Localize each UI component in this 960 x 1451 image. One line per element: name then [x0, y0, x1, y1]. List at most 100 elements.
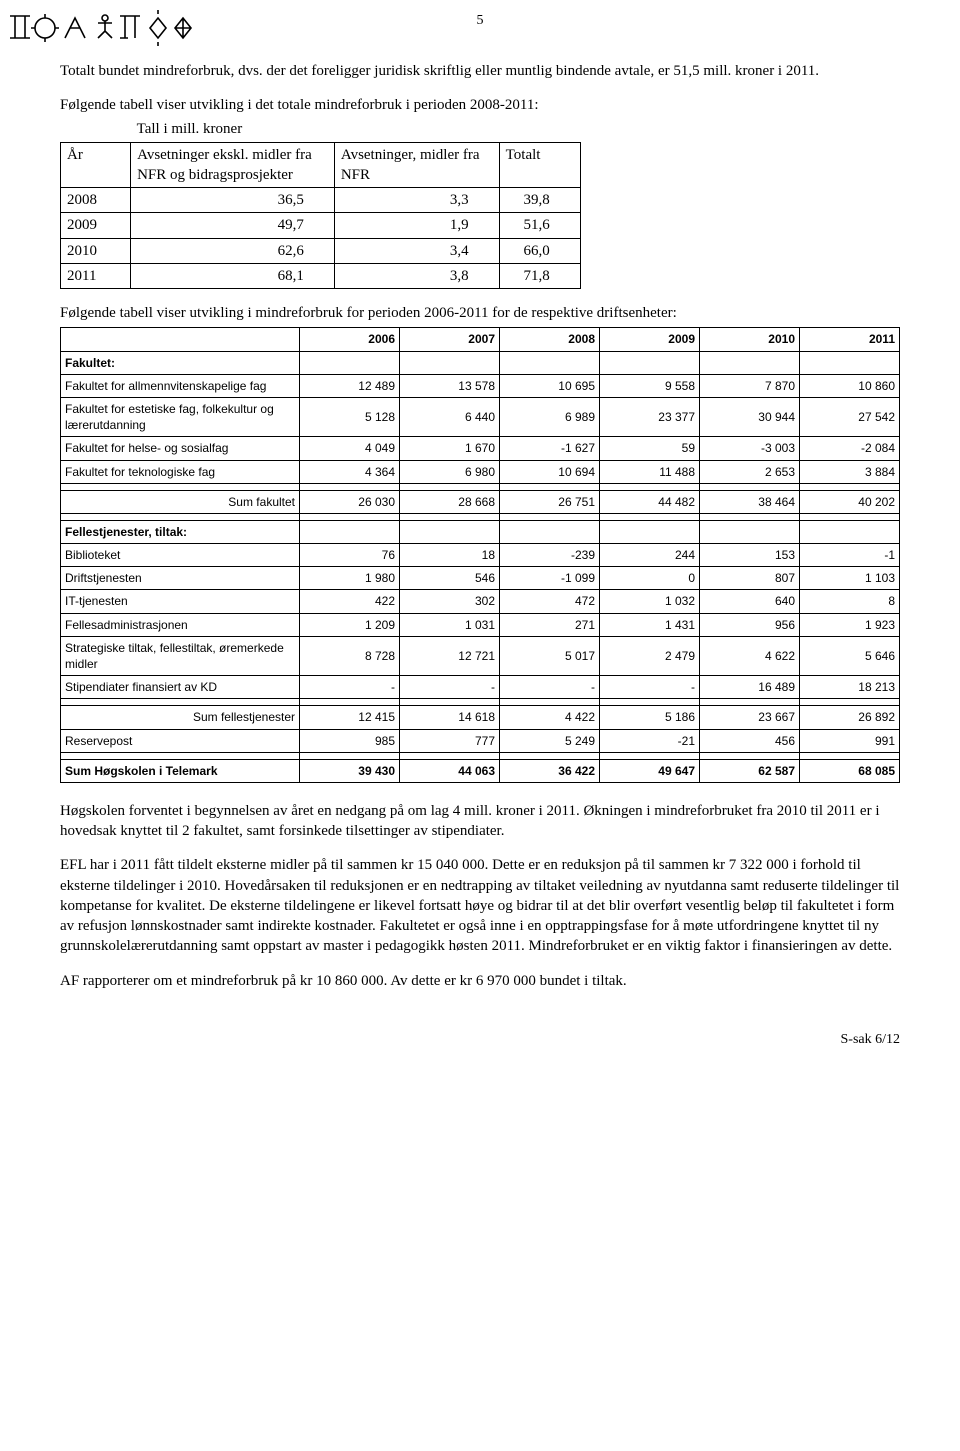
cell: 956 — [700, 613, 800, 636]
row-label: Biblioteket — [61, 544, 300, 567]
cell: 244 — [600, 544, 700, 567]
cell: -1 627 — [500, 437, 600, 460]
cell: 10 860 — [800, 374, 900, 397]
cell: 5 249 — [500, 729, 600, 752]
th-year: År — [61, 142, 131, 188]
section-felles: Fellestjenester, tiltak: — [61, 520, 300, 543]
cell: 271 — [500, 613, 600, 636]
cell: 5 017 — [500, 636, 600, 675]
table-row: 201062,63,466,0 — [61, 238, 581, 263]
cell: 59 — [600, 437, 700, 460]
row-label: Driftstjenesten — [61, 567, 300, 590]
table-row: Fakultet for teknologiske fag4 3646 9801… — [61, 460, 900, 483]
row-label: Sum fellestjenester — [61, 706, 300, 729]
table-row: 200949,71,951,6 — [61, 213, 581, 238]
row-label: IT-tjenesten — [61, 590, 300, 613]
cell: 1 923 — [800, 613, 900, 636]
row-label: Reservepost — [61, 729, 300, 752]
cell: 6 980 — [400, 460, 500, 483]
cell: 153 — [700, 544, 800, 567]
cell: 640 — [700, 590, 800, 613]
cell: 2 653 — [700, 460, 800, 483]
cell: 44 482 — [600, 490, 700, 513]
table-row: Stipendiater finansiert av KD----16 4891… — [61, 676, 900, 699]
cell: -2 084 — [800, 437, 900, 460]
cell: 26 892 — [800, 706, 900, 729]
cell: 26 751 — [500, 490, 600, 513]
row-label: Stipendiater finansiert av KD — [61, 676, 300, 699]
row-label: Strategiske tiltak, fellestiltak, øremer… — [61, 636, 300, 675]
cell: 10 695 — [500, 374, 600, 397]
cell: 18 213 — [800, 676, 900, 699]
table1-unit: Tall i mill. kroner — [131, 117, 581, 142]
row-label: Fakultet for allmennvitenskapelige fag — [61, 374, 300, 397]
cell: 1 431 — [600, 613, 700, 636]
cell: - — [600, 676, 700, 699]
cell: 4 049 — [300, 437, 400, 460]
table-row: Fakultet for allmennvitenskapelige fag12… — [61, 374, 900, 397]
row-label: Fakultet for estetiske fag, folkekultur … — [61, 397, 300, 436]
cell: 14 618 — [400, 706, 500, 729]
row-label: Sum fakultet — [61, 490, 300, 513]
cell: 38 464 — [700, 490, 800, 513]
th-year: 2006 — [300, 328, 400, 351]
table-row: Sum fellestjenester12 41514 6184 4225 18… — [61, 706, 900, 729]
cell: 1 031 — [400, 613, 500, 636]
cell: 36 422 — [500, 759, 600, 782]
table-row: 201168,13,871,8 — [61, 263, 581, 288]
table-row: Strategiske tiltak, fellestiltak, øremer… — [61, 636, 900, 675]
cell: 4 622 — [700, 636, 800, 675]
table-row: Fellesadministrasjonen1 2091 0312711 431… — [61, 613, 900, 636]
row-label: Fakultet for helse- og sosialfag — [61, 437, 300, 460]
cell: 4 422 — [500, 706, 600, 729]
cell: 39 430 — [300, 759, 400, 782]
footer-ref: S-sak 6/12 — [60, 1031, 900, 1050]
cell: 991 — [800, 729, 900, 752]
cell: 12 415 — [300, 706, 400, 729]
th-year: 2010 — [700, 328, 800, 351]
cell: 76 — [300, 544, 400, 567]
cell: 68 085 — [800, 759, 900, 782]
cell: 62 587 — [700, 759, 800, 782]
cell: 6 440 — [400, 397, 500, 436]
table-row: Biblioteket7618-239244153-1 — [61, 544, 900, 567]
cell: 7 870 — [700, 374, 800, 397]
cell: 26 030 — [300, 490, 400, 513]
cell: -3 003 — [700, 437, 800, 460]
table-row: 200836,53,339,8 — [61, 188, 581, 213]
table-row: Fakultet for helse- og sosialfag4 0491 6… — [61, 437, 900, 460]
cell: - — [500, 676, 600, 699]
cell: 1 670 — [400, 437, 500, 460]
cell: 1 209 — [300, 613, 400, 636]
cell: 6 989 — [500, 397, 600, 436]
cell: 0 — [600, 567, 700, 590]
cell: 1 103 — [800, 567, 900, 590]
intro-paragraph: Totalt bundet mindreforbruk, dvs. der de… — [60, 61, 900, 81]
table-totals: Tall i mill. kroner År Avsetninger ekskl… — [60, 117, 581, 289]
table-row: Driftstjenesten1 980546-1 09908071 103 — [61, 567, 900, 590]
cell: 546 — [400, 567, 500, 590]
cell: 23 667 — [700, 706, 800, 729]
cell: 16 489 — [700, 676, 800, 699]
table-row: IT-tjenesten4223024721 0326408 — [61, 590, 900, 613]
cell: 8 728 — [300, 636, 400, 675]
cell: 9 558 — [600, 374, 700, 397]
th-year: 2009 — [600, 328, 700, 351]
cell: 2 479 — [600, 636, 700, 675]
table-row: Sum fakultet26 03028 66826 75144 48238 4… — [61, 490, 900, 513]
cell: 23 377 — [600, 397, 700, 436]
cell: 11 488 — [600, 460, 700, 483]
header-logo — [10, 8, 220, 54]
cell: 18 — [400, 544, 500, 567]
cell: - — [300, 676, 400, 699]
table-row: Fakultet for estetiske fag, folkekultur … — [61, 397, 900, 436]
cell: -21 — [600, 729, 700, 752]
cell: -1 — [800, 544, 900, 567]
row-label: Fakultet for teknologiske fag — [61, 460, 300, 483]
cell: 10 694 — [500, 460, 600, 483]
table-details: 200620072008200920102011 Fakultet: Fakul… — [60, 327, 900, 783]
cell: 5 646 — [800, 636, 900, 675]
cell: 302 — [400, 590, 500, 613]
cell: 985 — [300, 729, 400, 752]
cell: 8 — [800, 590, 900, 613]
